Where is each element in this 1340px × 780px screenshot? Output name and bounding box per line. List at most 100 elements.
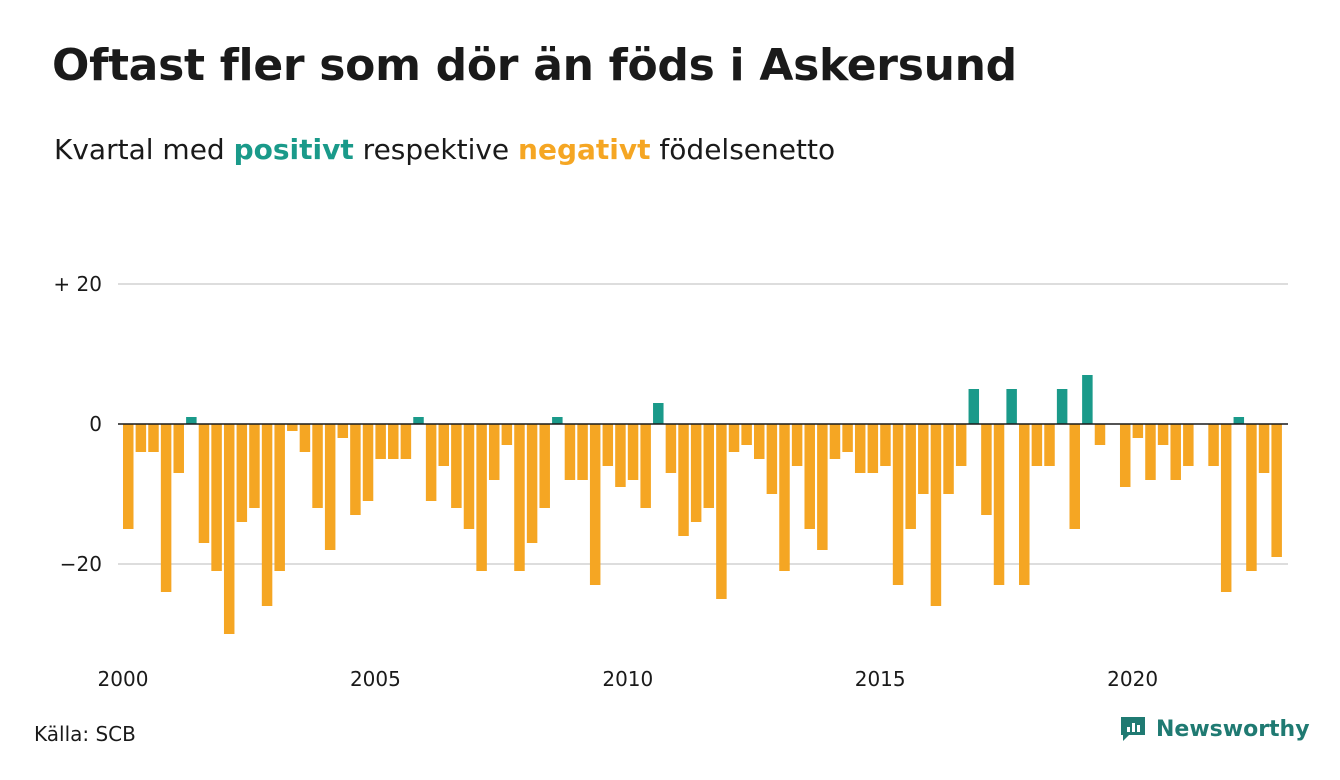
bar [1119, 424, 1131, 487]
bar [905, 424, 916, 529]
bar [930, 424, 942, 606]
bar [577, 424, 588, 480]
brand-logo: Newsworthy [1118, 714, 1310, 744]
bar [627, 424, 639, 480]
bar [842, 424, 853, 452]
x-tick-label: 2010 [602, 667, 653, 691]
bar [968, 389, 980, 424]
bar [388, 424, 399, 459]
bar [1056, 389, 1068, 424]
bar [1031, 424, 1043, 466]
chart-subtitle: Kvartal med positivt respektive negativt… [54, 133, 835, 166]
bar [829, 424, 841, 459]
bar [287, 424, 298, 431]
bar [1019, 424, 1030, 585]
bar [438, 424, 449, 466]
bar [640, 424, 651, 508]
y-tick-label: 0 [89, 412, 102, 436]
bar [350, 424, 361, 515]
subtitle-positive: positivt [233, 133, 354, 166]
bar [312, 424, 323, 508]
bar [514, 424, 525, 571]
bar [653, 403, 664, 424]
y-tick-label: + 20 [53, 272, 102, 296]
bar [665, 424, 677, 473]
bar [463, 424, 475, 529]
bar [867, 424, 879, 473]
bar [476, 424, 487, 571]
bar [123, 424, 134, 529]
bar [362, 424, 374, 501]
bar [943, 424, 954, 494]
bar [337, 424, 349, 438]
bar [1246, 424, 1257, 571]
brand-name: Newsworthy [1156, 716, 1310, 742]
bar [602, 424, 614, 466]
bar [955, 424, 967, 466]
source-note: Källa: SCB [34, 722, 136, 746]
bar [804, 424, 815, 529]
bar [791, 424, 803, 466]
subtitle-negative: negativt [518, 133, 651, 166]
bar [716, 424, 727, 599]
bar [993, 424, 1005, 585]
bar [1271, 424, 1282, 557]
y-tick-label: −20 [60, 552, 102, 576]
bar [1157, 424, 1169, 445]
bar [488, 424, 500, 480]
bar [703, 424, 715, 508]
bar [425, 424, 437, 501]
bar [615, 424, 626, 487]
bar [1094, 424, 1106, 445]
bar [1220, 424, 1232, 592]
newsworthy-logo-icon [1121, 717, 1145, 741]
bar [324, 424, 336, 550]
bar [1006, 389, 1017, 424]
bar [981, 424, 992, 515]
bar [1132, 424, 1144, 438]
bar [766, 424, 778, 494]
bar [918, 424, 929, 494]
bar [198, 424, 210, 543]
bar [854, 424, 866, 473]
subtitle-prefix: Kvartal med [54, 133, 234, 166]
bar [1208, 424, 1219, 466]
x-tick-label: 2015 [855, 667, 906, 691]
bar [754, 424, 765, 459]
bar [1082, 375, 1093, 424]
bar [1258, 424, 1270, 473]
bar [1170, 424, 1181, 480]
bar [539, 424, 550, 508]
bar [1233, 417, 1245, 424]
bar [261, 424, 273, 606]
x-tick-label: 2000 [98, 667, 149, 691]
bar [1044, 424, 1055, 466]
bar [564, 424, 576, 480]
bar [249, 424, 260, 508]
bar [1145, 424, 1156, 480]
bar [451, 424, 462, 508]
bar [400, 424, 412, 459]
bar [135, 424, 147, 452]
bar [413, 417, 424, 424]
bar [552, 417, 563, 424]
bar [589, 424, 601, 585]
bar [1069, 424, 1080, 529]
bar [236, 424, 248, 522]
bar [211, 424, 222, 571]
subtitle-middle: respektive [353, 133, 519, 166]
bar [741, 424, 752, 445]
bar [274, 424, 285, 571]
x-tick-label: 2020 [1107, 667, 1158, 691]
bar [173, 424, 184, 473]
x-tick-label: 2005 [350, 667, 401, 691]
bar [880, 424, 891, 466]
bar [779, 424, 790, 571]
subtitle-suffix: födelsenetto [650, 133, 836, 166]
bar [690, 424, 702, 522]
bar [1183, 424, 1194, 466]
bar [223, 424, 235, 634]
bar [375, 424, 386, 459]
bar [678, 424, 689, 536]
